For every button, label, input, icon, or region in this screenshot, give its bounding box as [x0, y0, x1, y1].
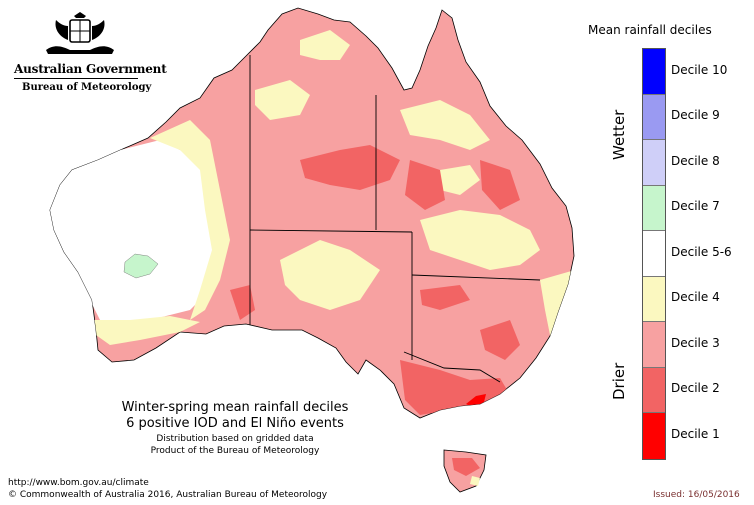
legend-swatch	[643, 140, 665, 186]
legend-label: Decile 5-6	[671, 244, 732, 259]
footer-url: http://www.bom.gov.au/climate	[8, 478, 149, 488]
legend-label: Decile 8	[671, 153, 720, 168]
map-title: Winter-spring mean rainfall deciles	[121, 400, 349, 415]
region-decile-5-6-west	[50, 140, 220, 325]
wetter-label: Wetter	[610, 109, 628, 160]
legend-swatch	[643, 185, 665, 231]
bureau-name: Bureau of Meteorology	[22, 82, 152, 93]
legend-label: Decile 10	[671, 62, 728, 77]
coat-of-arms-icon	[46, 12, 114, 54]
header-divider	[14, 78, 138, 79]
footer-copyright: © Commonwealth of Australia 2016, Austra…	[8, 490, 328, 500]
region-decile-7	[123, 253, 159, 279]
legend-label: Decile 9	[671, 108, 720, 123]
legend-label: Decile 2	[671, 381, 720, 396]
legend-swatch	[643, 231, 665, 277]
legend-label: Decile 7	[671, 199, 720, 214]
legend-title: Mean rainfall deciles	[588, 23, 712, 37]
government-name: Australian Government	[14, 62, 167, 76]
legend-swatch	[643, 413, 665, 459]
legend-label: Decile 1	[671, 426, 720, 441]
region-decile-2	[230, 145, 520, 415]
drier-label: Drier	[610, 362, 628, 400]
region-decile-1	[466, 394, 486, 408]
map-note-distribution: Distribution based on gridded data	[156, 434, 314, 444]
legend-swatch	[643, 276, 665, 322]
legend-swatch	[643, 322, 665, 368]
legend-color-bar	[642, 48, 666, 460]
map-note-product: Product of the Bureau of Meteorology	[150, 446, 320, 456]
map-subtitle: 6 positive IOD and El Niño events	[126, 416, 344, 431]
tasmania	[443, 449, 487, 493]
state-borders	[249, 55, 541, 383]
legend-swatch	[643, 49, 665, 95]
legend-swatch	[643, 367, 665, 413]
region-decile-4	[90, 30, 574, 345]
legend-label: Decile 4	[671, 290, 720, 305]
legend-swatch	[643, 94, 665, 140]
issued-date: Issued: 16/05/2016	[653, 490, 740, 500]
legend-label: Decile 3	[671, 335, 720, 350]
